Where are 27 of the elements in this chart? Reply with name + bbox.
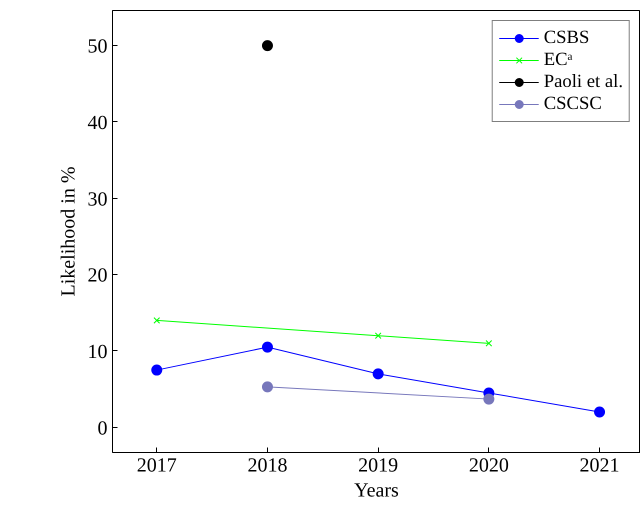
legend-label: CSCSC xyxy=(544,93,602,115)
point xyxy=(262,40,273,52)
point xyxy=(262,342,273,353)
point xyxy=(594,406,606,418)
x-axis-title: Years xyxy=(354,480,400,502)
legend-label: Paoli et al. xyxy=(544,71,623,93)
x-tick-label: 2018 xyxy=(247,454,288,476)
point xyxy=(372,368,384,380)
x-tick-label: 2021 xyxy=(580,454,620,476)
legend-label: ECᵃ xyxy=(544,49,573,71)
y-tick-label: 50 xyxy=(88,36,108,58)
point xyxy=(153,317,160,324)
y-tick-label: 10 xyxy=(88,340,108,363)
point xyxy=(486,340,492,347)
point xyxy=(374,332,382,340)
legend-label: CSBS xyxy=(544,27,590,49)
y-tick-label: 40 xyxy=(88,112,108,134)
point xyxy=(262,381,273,392)
y-tick-label: 30 xyxy=(88,188,108,210)
point xyxy=(151,364,162,376)
y-tick-label: 20 xyxy=(88,264,108,287)
y-axis-title: Likelihood in % xyxy=(58,166,80,296)
y-tick-label: 0 xyxy=(98,417,108,440)
x-tick-label: 2020 xyxy=(468,454,509,476)
x-tick-label: 2017 xyxy=(136,454,177,476)
point xyxy=(483,394,494,405)
x-tick-label: 2019 xyxy=(358,454,398,476)
